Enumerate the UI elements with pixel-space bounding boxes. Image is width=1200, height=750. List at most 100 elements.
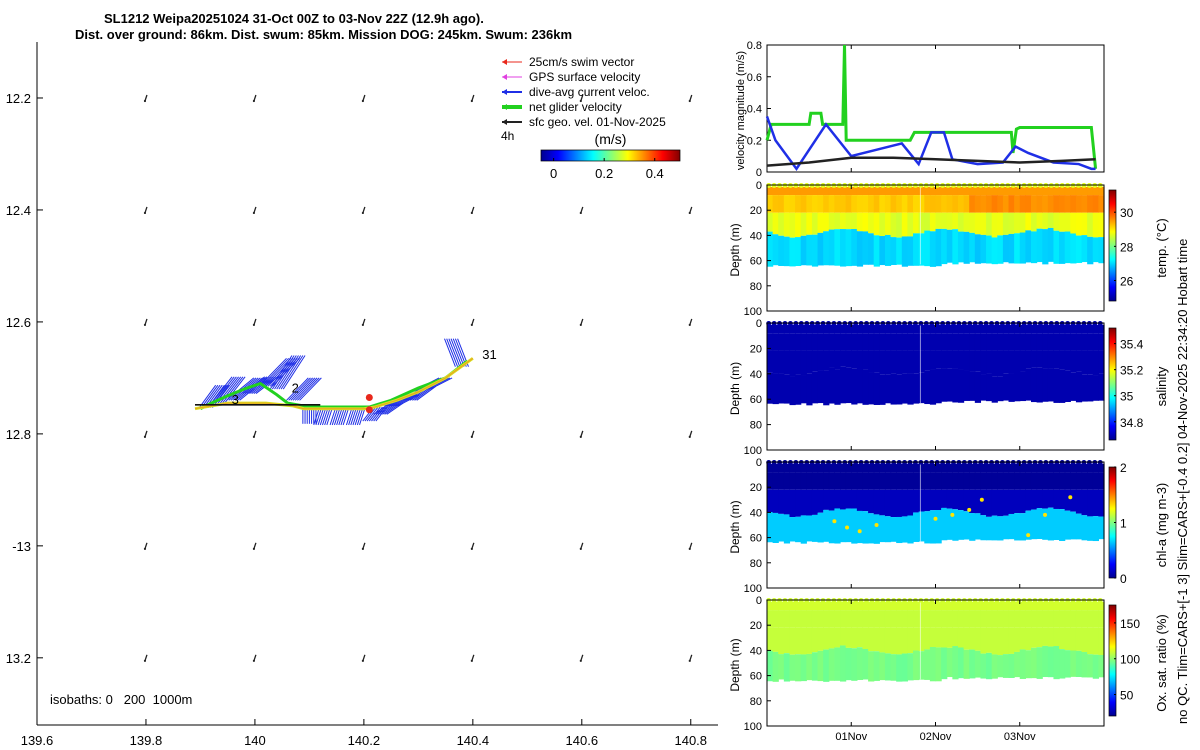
depth-tick-label: 100 — [744, 306, 762, 318]
heatmap-cell — [811, 463, 819, 473]
legend-arrowhead — [502, 119, 507, 125]
surface-dot — [825, 598, 831, 604]
surface-dot — [825, 460, 831, 466]
dive-vector — [220, 376, 244, 406]
heatmap-cell — [1036, 627, 1043, 648]
heatmap-cell — [862, 627, 869, 649]
surface-dot — [956, 183, 962, 189]
heatmap-cell — [963, 472, 970, 490]
surface-dot — [1097, 183, 1103, 189]
surface-dot — [804, 183, 810, 189]
surface-dot — [1021, 321, 1027, 327]
heatmap-cell — [969, 472, 976, 490]
heatmap-cell — [834, 212, 841, 230]
heatmap-cell — [969, 649, 976, 679]
heatmap-cell — [1047, 227, 1055, 262]
surface-dot — [918, 321, 924, 327]
surface-dot — [798, 321, 804, 327]
vel-series-line — [765, 44, 1098, 169]
heatmap-cell — [873, 350, 880, 373]
heatmap-cell — [1047, 472, 1055, 490]
surface-dot — [945, 183, 951, 189]
heatmap-cell — [778, 212, 785, 236]
surface-dot — [853, 460, 859, 466]
heatmap-cell — [795, 516, 802, 543]
heatmap-cell — [957, 324, 965, 334]
surface-dot — [940, 321, 946, 327]
heatmap-cell — [873, 651, 880, 681]
heatmap-cell — [924, 649, 931, 680]
surface-dot — [891, 598, 897, 604]
heatmap-cell — [1059, 350, 1066, 370]
heatmap-cell — [767, 372, 774, 404]
heatmap-cell — [828, 489, 835, 511]
depth-tick-label: 100 — [744, 721, 762, 733]
map-x-tick-label: 140.4 — [457, 733, 490, 748]
heatmap-cell — [924, 350, 931, 371]
heatmap-cell — [986, 350, 993, 374]
heatmap-cell — [873, 489, 880, 515]
depth-colorbar-tick-label: 35.4 — [1120, 338, 1144, 352]
heatmap-cell — [1002, 654, 1010, 678]
heatmap-cell — [868, 186, 875, 196]
heatmap-cell — [1092, 610, 1099, 628]
heatmap-cell — [980, 195, 987, 213]
heatmap-cell — [1036, 489, 1043, 509]
heatmap-cell — [896, 654, 903, 682]
geo-arrow-head — [143, 99, 147, 103]
heatmap-cell — [924, 230, 931, 267]
heatmap-cell — [924, 610, 931, 628]
heatmap-cell — [1036, 333, 1043, 351]
heatmap-cell — [913, 489, 920, 513]
surface-dot — [771, 183, 777, 189]
heatmap-cell — [941, 228, 948, 265]
heatmap-cell — [1025, 472, 1032, 490]
heatmap-cell — [974, 650, 982, 678]
heatmap-cell — [907, 601, 914, 611]
heatmap-cell — [800, 195, 807, 213]
map-y-tick-label: 12.4 — [6, 203, 31, 218]
heatmap-cell — [806, 333, 813, 351]
heatmap-cell — [817, 324, 824, 334]
chl-spot — [1068, 495, 1073, 500]
surface-dot — [880, 183, 886, 189]
heatmap-cell — [800, 627, 807, 655]
heatmap-cell — [1025, 368, 1032, 401]
isobaths-label: isobaths: 0 200 1000m — [50, 692, 192, 707]
heatmap-cell — [913, 512, 920, 542]
geo-arrow-head — [688, 659, 691, 662]
legend-arrowhead — [502, 89, 507, 95]
heatmap-cell — [952, 509, 959, 541]
heatmap-cell — [856, 472, 864, 490]
heatmap-cell — [1014, 350, 1021, 372]
heatmap-cell — [935, 212, 942, 229]
surface-dot — [956, 598, 962, 604]
heatmap-cell — [778, 373, 785, 404]
heatmap-cell — [817, 212, 824, 233]
depth-tick-label: 100 — [744, 445, 762, 457]
heatmap-cell — [834, 489, 841, 509]
depth-colorbar-tick-label: 28 — [1120, 240, 1134, 254]
heatmap-cell — [1098, 373, 1105, 401]
geo-arrow-head — [252, 435, 256, 438]
heatmap-cell — [896, 350, 903, 375]
dive-vector — [446, 338, 459, 367]
heatmap-cell — [879, 186, 886, 196]
heatmap-cell — [935, 368, 942, 404]
heatmap-cell — [789, 376, 796, 406]
surface-dot — [907, 460, 913, 466]
heatmap-cell — [1092, 516, 1099, 542]
dive-vector — [201, 384, 219, 408]
heatmap-cell — [862, 350, 869, 370]
heatmap-cell — [862, 489, 869, 512]
heatmap-cell — [1059, 463, 1066, 473]
time-axis-label: 01Nov — [835, 731, 867, 743]
surface-dot — [1065, 598, 1071, 604]
heatmap-cell — [918, 233, 925, 266]
surface-dot — [891, 321, 897, 327]
heatmap-cell — [969, 186, 976, 196]
heatmap-cell — [986, 186, 993, 196]
heatmap-cell — [991, 350, 998, 377]
heatmap-cell — [823, 186, 830, 196]
surface-dot — [994, 598, 1000, 604]
